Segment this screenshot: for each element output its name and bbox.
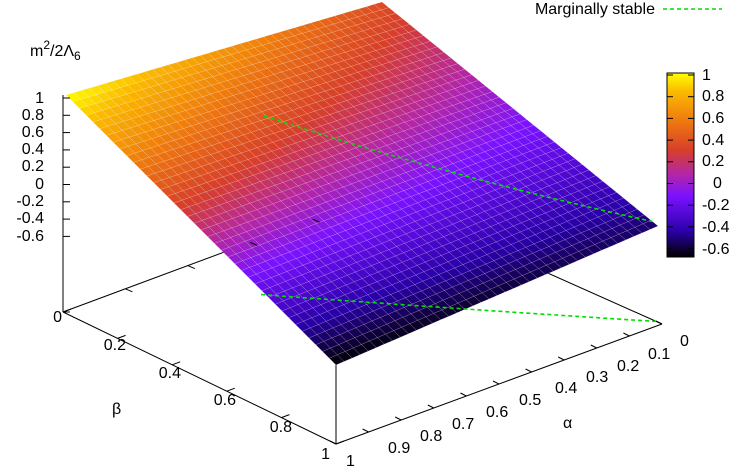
alpha-axis-title: α bbox=[563, 415, 572, 432]
surface-mesh bbox=[65, 1, 659, 366]
alpha-tick-mark bbox=[394, 416, 402, 421]
cb-tick-0.2: 0.2 bbox=[702, 153, 724, 170]
cb-tick-0.8: 0.8 bbox=[702, 88, 724, 105]
beta-tick-0: 0 bbox=[53, 309, 62, 326]
alpha-tick-labels: 0 0.1 0.2 0.3 0.4 0.5 0.6 0.7 0.8 0.9 1 bbox=[346, 333, 689, 469]
alpha-tick-mark bbox=[427, 404, 435, 409]
cb-tick-neg0.2: -0.2 bbox=[702, 197, 730, 214]
alpha-tick-mark bbox=[362, 428, 369, 433]
z-tick-0.8: 0.8 bbox=[22, 107, 44, 124]
z-tick-neg0.6: -0.6 bbox=[16, 228, 44, 245]
z-tick-0.2: 0.2 bbox=[22, 158, 44, 175]
base-marginal-curve bbox=[260, 293, 657, 323]
colorbar-ticks bbox=[667, 74, 694, 250]
beta-tick-mark bbox=[172, 361, 181, 366]
alpha-tick-0.9: 0.9 bbox=[388, 440, 410, 457]
z-tick-neg0.2: -0.2 bbox=[16, 193, 44, 210]
alpha-tick-0.5: 0.5 bbox=[519, 392, 541, 409]
alpha-tick-0.1: 0.1 bbox=[648, 346, 670, 363]
alpha-tick-mark bbox=[655, 320, 663, 325]
alpha-tick-mark bbox=[329, 440, 337, 445]
beta-tick-mark bbox=[335, 440, 345, 445]
beta-tick-mark bbox=[117, 334, 126, 339]
alpha-tick-0.7: 0.7 bbox=[452, 416, 474, 433]
beta-tick-mark bbox=[62, 308, 72, 313]
alpha-tick-0.3: 0.3 bbox=[586, 369, 608, 386]
beta-tick-mark bbox=[281, 414, 290, 419]
beta-tick-1: 1 bbox=[321, 446, 330, 463]
cb-tick-1: 1 bbox=[702, 67, 711, 84]
marginal-stable-curves bbox=[260, 115, 657, 323]
axis-ticks bbox=[62, 97, 663, 445]
beta-back-tick-mark bbox=[125, 288, 133, 293]
beta-back-tick-mark bbox=[250, 241, 258, 246]
z-tick-0.6: 0.6 bbox=[22, 124, 44, 141]
alpha-tick-mark bbox=[590, 344, 598, 349]
alpha-tick-mark bbox=[557, 356, 565, 361]
beta-tick-labels: 0 0.2 0.4 0.6 0.8 1 bbox=[53, 309, 330, 463]
beta-tick-0.2: 0.2 bbox=[104, 337, 126, 354]
surface-cell bbox=[328, 354, 345, 366]
alpha-tick-0.4: 0.4 bbox=[555, 380, 577, 397]
alpha-tick-0.6: 0.6 bbox=[486, 404, 508, 421]
alpha-tick-mark bbox=[623, 332, 630, 337]
alpha-tick-mark bbox=[492, 380, 500, 385]
colorbar-gradient bbox=[666, 72, 695, 258]
beta-tick-mark bbox=[226, 387, 235, 392]
box-edge-front-left bbox=[62, 311, 337, 445]
beta-back-tick-mark bbox=[312, 218, 320, 223]
z-axis-title: m2/2Λ6 bbox=[30, 38, 81, 63]
legend-label: Marginally stable bbox=[535, 1, 655, 18]
legend: Marginally stable bbox=[535, 1, 722, 18]
cb-tick-0.4: 0.4 bbox=[702, 132, 724, 149]
z-tick-labels: 1 0.8 0.6 0.4 0.2 0 -0.2 -0.4 -0.6 bbox=[16, 90, 44, 245]
z-tick-0: 0 bbox=[35, 176, 44, 193]
alpha-tick-0.2: 0.2 bbox=[617, 358, 639, 375]
alpha-tick-1: 1 bbox=[346, 453, 355, 469]
alpha-tick-0: 0 bbox=[680, 333, 689, 350]
beta-tick-0.6: 0.6 bbox=[214, 392, 236, 409]
z-tick-neg0.4: -0.4 bbox=[16, 210, 44, 227]
beta-tick-0.4: 0.4 bbox=[159, 365, 181, 382]
z-tick-0.4: 0.4 bbox=[22, 141, 44, 158]
alpha-tick-0.8: 0.8 bbox=[420, 428, 442, 445]
cb-tick-neg0.6: -0.6 bbox=[702, 241, 730, 258]
cb-tick-0: 0 bbox=[713, 175, 722, 192]
cb-tick-0.6: 0.6 bbox=[702, 110, 724, 127]
beta-back-tick-mark bbox=[187, 265, 195, 270]
z-tick-1: 1 bbox=[35, 90, 44, 107]
beta-axis-title: β bbox=[112, 401, 121, 418]
beta-tick-0.8: 0.8 bbox=[270, 419, 292, 436]
alpha-tick-mark bbox=[525, 368, 532, 373]
cb-tick-neg0.4: -0.4 bbox=[702, 219, 730, 236]
colorbar: 1 0.8 0.6 0.4 0.2 0 -0.2 -0.4 -0.6 bbox=[666, 67, 730, 258]
alpha-tick-mark bbox=[460, 392, 467, 397]
